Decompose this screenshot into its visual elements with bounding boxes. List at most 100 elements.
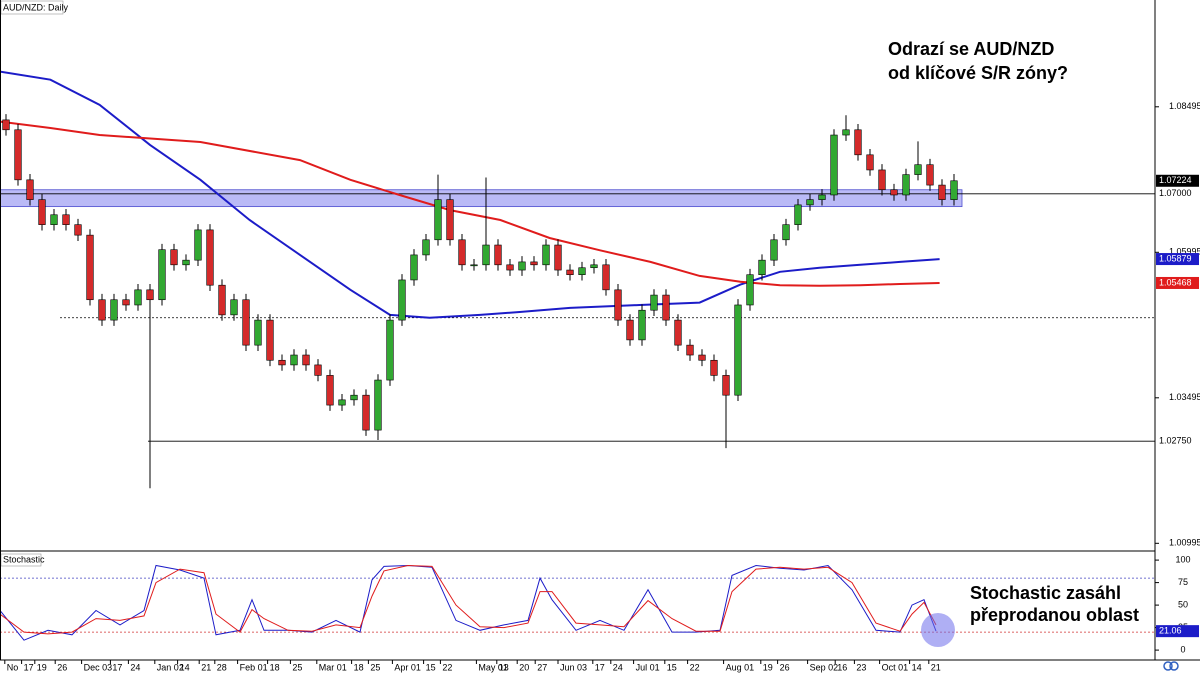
x-tick-label: 26	[780, 662, 790, 672]
x-tick-label: 22	[442, 662, 452, 672]
candle-body	[842, 129, 850, 136]
candle-body	[518, 261, 526, 271]
candle-body	[410, 254, 418, 281]
candle-body	[866, 154, 874, 171]
candle-body	[758, 259, 766, 276]
candle-body	[722, 375, 730, 396]
annotation: přeprodanou oblast	[970, 605, 1139, 625]
y-tick-label: 100	[1175, 554, 1190, 564]
candle-body	[830, 134, 838, 196]
candle-body	[926, 164, 934, 186]
y-tick-label: 1.03495	[1169, 392, 1200, 402]
x-tick-label: Jul 01	[636, 662, 660, 672]
candle-body	[134, 289, 142, 306]
candle-body	[350, 394, 358, 401]
x-tick-label: 19	[37, 662, 47, 672]
price-tag-box	[1156, 187, 1199, 200]
candle-body	[554, 244, 562, 271]
x-tick-label: Jun 03	[560, 662, 587, 672]
candle-body	[566, 269, 574, 276]
candle-body	[194, 229, 202, 261]
x-tick-label: 21	[931, 662, 941, 672]
candle-body	[950, 180, 958, 200]
y-tick-label: 1.05995	[1169, 247, 1200, 257]
candle-body	[710, 359, 718, 376]
candle-body	[542, 244, 550, 266]
moving-average	[0, 120, 940, 287]
candle-body	[914, 164, 922, 175]
candle-body	[110, 299, 118, 321]
y-tick-label: 1.00995	[1169, 538, 1200, 548]
candle-body	[494, 244, 502, 266]
price-tag: 1.05468	[1156, 276, 1199, 289]
x-tick-label: 22	[690, 662, 700, 672]
candle-body	[14, 129, 22, 181]
candle-body	[662, 294, 670, 321]
candle-body	[374, 379, 382, 431]
candle-body	[146, 289, 154, 301]
x-tick-label: 16	[837, 662, 847, 672]
candle-body	[290, 354, 298, 366]
x-tick-label: 25	[370, 662, 380, 672]
x-tick-label: Apr 01	[394, 662, 421, 672]
price-tag-box	[1156, 435, 1199, 448]
x-tick-label: 18	[270, 662, 280, 672]
x-tick-label: Oct 01	[882, 662, 909, 672]
x-tick-label: Mar 01	[319, 662, 347, 672]
y-tick-label: 50	[1178, 599, 1188, 609]
candle-body	[770, 239, 778, 261]
candle-body	[62, 214, 70, 225]
candle-body	[782, 224, 790, 241]
candle-body	[902, 174, 910, 196]
candle-body	[122, 299, 130, 306]
stochastic-line	[0, 564, 937, 635]
candle-body	[434, 199, 442, 241]
x-tick-label: Feb 01	[240, 662, 268, 672]
highlight-circle	[921, 613, 955, 647]
x-tick-label: 17	[112, 662, 122, 672]
price-tag-box	[1156, 253, 1199, 266]
candle-body	[266, 319, 274, 361]
corner-icon	[1163, 661, 1179, 671]
candle-body	[278, 359, 286, 366]
candle-body	[98, 299, 106, 321]
x-tick-label: No	[7, 662, 19, 672]
x-tick-label: 14	[180, 662, 190, 672]
price-tag-label: 21.06	[1159, 626, 1182, 636]
candle-body	[746, 274, 754, 306]
candle-body	[734, 304, 742, 396]
x-tick-label: Sep 02	[810, 662, 839, 672]
candle-body	[26, 179, 34, 200]
x-tick-label: 15	[426, 662, 436, 672]
candle-body	[230, 299, 238, 316]
candle-body	[578, 267, 586, 276]
candle-body	[602, 264, 610, 291]
candle-body	[890, 189, 898, 196]
x-tick-label: 18	[354, 662, 364, 672]
candle-body	[338, 399, 346, 406]
candle-body	[506, 264, 514, 271]
candle-body	[614, 289, 622, 321]
candle-body	[206, 229, 214, 286]
price-tag: 21.06	[1156, 625, 1199, 638]
price-tag: 1.05879	[1156, 253, 1199, 266]
candle-body	[530, 261, 538, 266]
candle-body	[806, 199, 814, 206]
x-tick-label: 24	[130, 662, 140, 672]
candle-body	[482, 244, 490, 266]
price-tag-label: 1.07224	[1159, 175, 1192, 185]
candle-body	[398, 279, 406, 321]
candle-body	[818, 194, 826, 200]
x-tick-label: 24	[613, 662, 623, 672]
x-tick-label: 28	[217, 662, 227, 672]
stochastic-line	[0, 564, 937, 641]
candle-body	[362, 394, 370, 431]
annotation: od klíčové S/R zóny?	[888, 63, 1068, 83]
candle-body	[470, 264, 478, 267]
candle-body	[698, 354, 706, 361]
x-tick-label: 23	[856, 662, 866, 672]
candle-body	[686, 344, 694, 356]
x-tick-label: Aug 01	[726, 662, 755, 672]
price-tag: 1.02750	[1156, 435, 1199, 448]
